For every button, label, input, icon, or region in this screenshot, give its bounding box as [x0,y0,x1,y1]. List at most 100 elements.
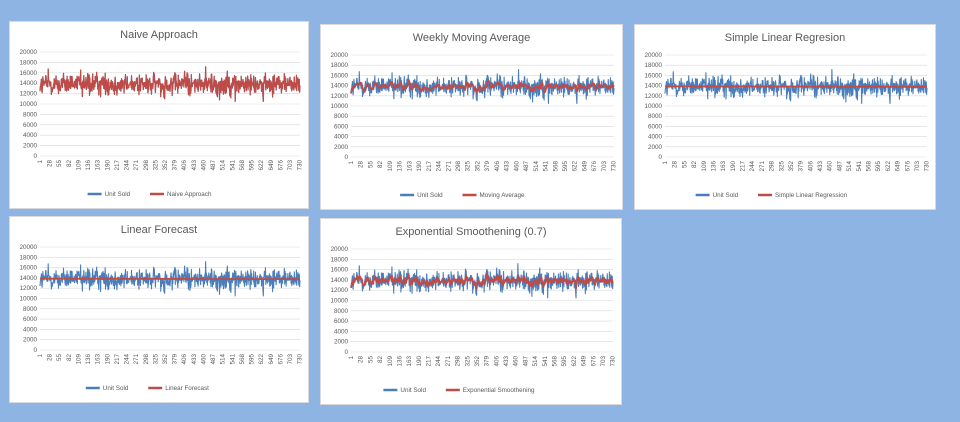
chart-title: Simple Linear Regresion [725,32,845,44]
x-tick-label: 406 [181,354,188,365]
y-tick-label: 8000 [23,111,38,118]
series-line-exponential-smoothening [350,272,614,290]
y-tick-label: 20000 [19,49,37,56]
y-tick-label: 16000 [330,72,348,79]
x-tick-label: 379 [484,161,491,172]
x-tick-label: 82 [66,354,73,362]
x-tick-label: 730 [297,160,304,171]
x-tick-label: 352 [474,161,481,172]
x-tick-label: 352 [474,356,481,367]
x-tick-label: 406 [494,161,501,172]
y-tick-label: 6000 [23,122,38,129]
legend-label: Linear Forecast [165,385,209,392]
y-tick-label: 0 [658,154,662,161]
series-line-moving-average [350,79,615,94]
x-tick-label: 217 [426,356,433,367]
legend-label: Moving Average [480,192,526,199]
y-tick-label: 6000 [334,123,349,130]
x-tick-label: 541 [229,354,236,365]
x-tick-label: 298 [769,161,776,172]
y-tick-label: 8000 [334,308,349,315]
x-tick-label: 1 [37,160,44,164]
x-tick-label: 487 [210,354,217,365]
x-tick-label: 514 [532,356,539,367]
chart-svg: Weekly Moving Average2000018000160001400… [330,32,617,199]
x-tick-label: 487 [836,161,843,172]
x-tick-label: 676 [277,160,284,171]
x-tick-label: 1 [348,356,355,360]
x-tick-label: 163 [406,356,413,367]
y-tick-label: 2000 [23,337,38,344]
y-tick-label: 18000 [644,62,662,69]
x-tick-label: 595 [875,161,882,172]
x-tick-label: 325 [778,161,785,172]
chart-naive-approach: Naive Approach 20000 18000 16000 14000 12000 1… [9,21,309,209]
y-tick-label: 10000 [330,298,348,305]
y-tick-label: 18000 [19,254,37,261]
x-tick-label: 460 [513,161,520,172]
y-tick-label: 14000 [19,80,37,87]
x-tick-label: 730 [610,356,617,367]
x-tick-label: 298 [455,161,462,172]
x-tick-label: 595 [561,356,568,367]
x-tick-label: 136 [710,161,717,172]
x-tick-label: 703 [601,161,608,172]
x-tick-label: 460 [513,356,520,367]
x-tick-label: 1 [662,161,669,165]
x-tick-label: 1 [37,354,44,358]
x-tick-label: 379 [484,356,491,367]
x-tick-label: 352 [162,354,169,365]
x-tick-label: 487 [522,356,529,367]
series-line-simple-linear-regression [664,85,928,88]
x-tick-label: 163 [720,161,727,172]
y-tick-label: 0 [344,154,348,161]
x-tick-label: 55 [56,160,63,168]
y-tick-label: 14000 [330,83,348,90]
x-tick-label: 82 [691,161,698,169]
x-tick-label: 541 [856,161,863,172]
x-tick-label: 730 [924,161,931,172]
y-tick-label: 12000 [330,287,348,294]
x-tick-label: 541 [543,161,550,172]
x-tick-label: 595 [249,354,256,365]
x-tick-label: 109 [387,356,394,367]
x-tick-label: 622 [258,354,265,365]
x-tick-label: 649 [581,161,588,172]
y-tick-label: 6000 [334,318,349,325]
x-tick-label: 730 [297,354,304,365]
x-tick-label: 514 [220,160,227,171]
legend-label: Unit Sold [103,385,129,392]
x-tick-label: 190 [104,354,111,365]
y-tick-label: 20000 [330,52,348,59]
y-tick-label: 10000 [19,296,37,303]
y-tick-label: 10000 [644,103,662,110]
x-tick-label: 244 [435,356,442,367]
y-tick-label: 14000 [19,275,37,282]
y-tick-label: 18000 [330,256,348,263]
x-tick-label: 28 [47,354,54,362]
chart-svg: Simple Linear Regresion20000180001600014… [644,32,931,199]
y-tick-label: 12000 [19,285,37,292]
x-tick-label: 433 [191,354,198,365]
x-tick-label: 109 [387,161,394,172]
x-tick-label: 703 [914,161,921,172]
x-tick-label: 514 [846,161,853,172]
y-tick-label: 18000 [330,62,348,69]
x-tick-label: 244 [749,161,756,172]
chart-linear-forecast: Linear Forecast 20000 18000 16000 14000 12000… [9,216,309,403]
y-tick-label: 16000 [330,267,348,274]
x-tick-label: 55 [367,161,374,169]
x-tick-label: 406 [181,160,188,171]
y-tick-label: 12000 [19,91,37,98]
x-tick-label: 487 [210,160,217,171]
x-tick-label: 622 [571,356,578,367]
x-tick-label: 55 [681,161,688,169]
x-tick-label: 433 [191,160,198,171]
x-tick-label: 190 [416,161,423,172]
x-tick-label: 433 [817,161,824,172]
x-tick-label: 271 [133,160,140,171]
x-tick-label: 703 [287,160,294,171]
x-tick-label: 190 [104,160,111,171]
x-tick-label: 82 [377,161,384,169]
y-tick-label: 18000 [19,59,37,66]
